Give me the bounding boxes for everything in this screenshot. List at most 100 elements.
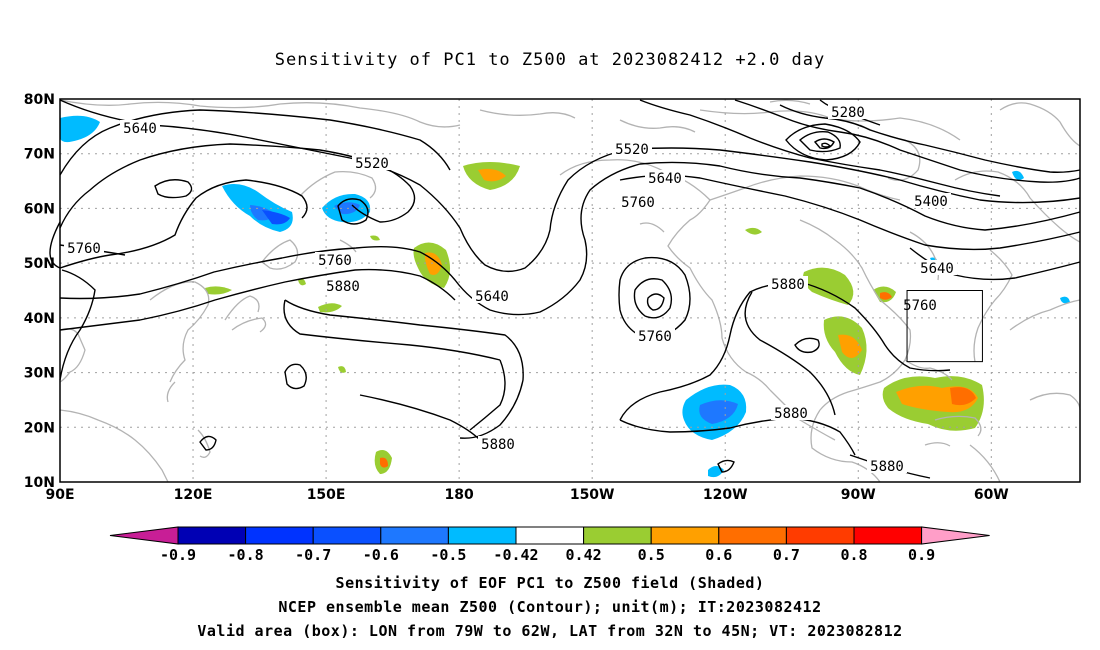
z500-contour — [59, 161, 1081, 316]
sensitivity-patch — [880, 292, 892, 300]
coastline — [59, 409, 169, 483]
colorbar-tick-label: -0.8 — [228, 546, 264, 564]
sensitivity-patch — [950, 387, 976, 406]
contour-label: 5280 — [831, 105, 865, 121]
contour-label: 5640 — [648, 171, 682, 187]
z500-contour — [619, 417, 856, 456]
colorbar-high-extend — [921, 526, 990, 545]
colorbar-box — [853, 526, 923, 545]
contour-label-bg — [120, 120, 160, 135]
contour-label-bg — [618, 194, 658, 209]
contour-label-bg — [472, 288, 512, 303]
coastline — [1029, 392, 1081, 411]
lat-tick-label: 10N — [24, 475, 55, 491]
colorbar-tick-label: 0.5 — [638, 546, 665, 564]
contour-label: 5760 — [903, 298, 937, 314]
z500-contour — [469, 359, 506, 431]
coastline — [904, 359, 953, 381]
coastline — [299, 170, 377, 199]
z500-contour — [744, 291, 836, 416]
z500-contour — [59, 143, 416, 229]
caption-line-2: NCEP ensemble mean Z500 (Contour); unit(… — [278, 598, 822, 616]
contour-labels: 5640 5520 5520 5280 5640 5760 5400 5760 5760 5880… — [64, 104, 957, 475]
coastline — [769, 99, 811, 105]
z500-contour — [49, 221, 61, 269]
coastline — [339, 239, 357, 253]
colorbar-labels: -0.9 -0.8 -0.7 -0.6 -0.5 -0.42 0.42 0.5 0.6 0.7 0.… — [160, 546, 935, 564]
contour-label-bg — [867, 458, 907, 473]
coastline — [969, 444, 1001, 483]
sensitivity-patch — [1060, 296, 1070, 304]
lon-tick-label: 150E — [307, 487, 346, 503]
sensitivity-patch — [370, 235, 380, 241]
z500-contour — [633, 278, 673, 319]
sensitivity-patch — [205, 286, 232, 295]
coastline — [639, 222, 665, 233]
colorbar-tick-label: 0.9 — [908, 546, 935, 564]
coastline — [1009, 299, 1081, 331]
colorbar-tick-label: 0.42 — [566, 546, 602, 564]
contour-label-bg — [771, 405, 811, 420]
z500-contour — [59, 179, 308, 269]
coastline — [166, 381, 176, 403]
contour-label: 5760 — [621, 195, 655, 211]
sensitivity-patch — [380, 457, 388, 468]
coastline — [924, 442, 951, 447]
z500-contour — [154, 179, 193, 199]
sensitivity-patch — [424, 252, 442, 275]
colorbar-box — [650, 526, 720, 545]
colorbar-tick-label: 0.6 — [705, 546, 732, 564]
z500-contour — [717, 459, 735, 473]
colorbar-tick-label: -0.6 — [363, 546, 399, 564]
lat-tick-label: 30N — [24, 366, 55, 382]
colorbar-tick-label: -0.9 — [160, 546, 196, 564]
lon-tick-label: 150W — [570, 487, 615, 503]
colorbar-box — [583, 526, 652, 545]
contour-label-bg — [478, 436, 518, 451]
colorbar-box — [312, 526, 382, 545]
contour-label-bg — [828, 104, 868, 119]
sensitivity-patch — [1012, 170, 1024, 180]
z500-contour — [284, 363, 307, 390]
z500-contour — [337, 198, 369, 225]
z500-contour — [284, 299, 524, 439]
z500-contour — [821, 142, 832, 148]
lon-tick-label: 60W — [974, 487, 1009, 503]
lat-tick-label: 50N — [24, 256, 55, 272]
chart-title: Sensitivity of PC1 to Z500 at 2023082412… — [274, 50, 826, 70]
lon-tick-label: 90E — [45, 487, 74, 503]
coastline — [954, 170, 1081, 243]
contour-label: 5880 — [326, 279, 360, 295]
colorbar-boxes — [109, 526, 990, 545]
contour-label: 5400 — [914, 194, 948, 210]
coastline — [197, 429, 211, 458]
contour-label: 5880 — [481, 437, 515, 453]
colorbar-box — [785, 526, 855, 545]
coastline — [261, 239, 299, 270]
lat-tick-label: 80N — [24, 92, 55, 108]
z500-contour — [794, 337, 820, 354]
colorbar-tick-label: -0.7 — [295, 546, 331, 564]
coastline — [799, 219, 912, 411]
contour-label-bg — [911, 193, 951, 208]
contour-label-bg — [768, 276, 808, 291]
lon-tick-label: 120W — [703, 487, 748, 503]
coastline — [999, 102, 1081, 147]
contour-label: 5640 — [920, 261, 954, 277]
z500-contour — [734, 99, 1081, 183]
contour-label: 5760 — [318, 253, 352, 269]
colorbar-tick-label: -0.5 — [430, 546, 466, 564]
sensitivity-patch — [298, 278, 306, 286]
z500-contour — [59, 109, 451, 176]
sensitivity-patch — [745, 227, 762, 235]
z500-contour — [779, 104, 1081, 173]
contour-label-bg — [900, 297, 940, 312]
lat-tick-label: 70N — [24, 147, 55, 163]
caption-line-3: Valid area (box): LON from 79W to 62W, L… — [197, 622, 903, 640]
coastline — [224, 295, 260, 321]
coastline — [934, 415, 982, 437]
contour-label-bg — [352, 155, 392, 170]
z500-contour — [59, 99, 1081, 273]
